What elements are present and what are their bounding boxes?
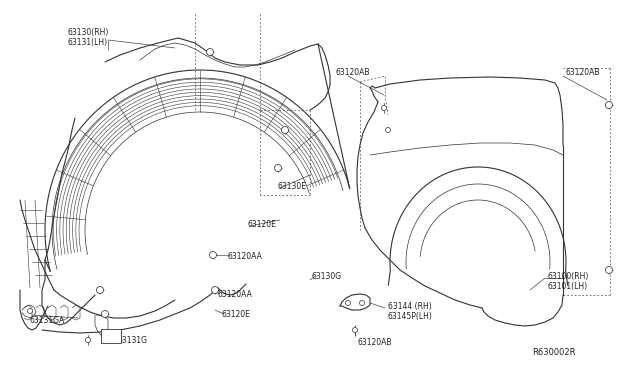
Text: 63120AA: 63120AA	[218, 290, 253, 299]
Circle shape	[207, 48, 214, 55]
FancyBboxPatch shape	[101, 329, 121, 343]
Text: 63131GA: 63131GA	[30, 316, 65, 325]
Circle shape	[28, 308, 33, 314]
Circle shape	[102, 311, 109, 317]
Circle shape	[605, 266, 612, 273]
Text: 63120E: 63120E	[222, 310, 251, 319]
Circle shape	[360, 301, 365, 305]
Text: 63120E: 63120E	[248, 220, 277, 229]
Text: 63145P(LH): 63145P(LH)	[388, 312, 433, 321]
Text: R630002R: R630002R	[532, 348, 575, 357]
Circle shape	[381, 106, 387, 110]
Circle shape	[385, 128, 390, 132]
Text: 63144 (RH): 63144 (RH)	[388, 302, 432, 311]
Text: 63130(RH): 63130(RH)	[68, 28, 109, 37]
Text: 63120AB: 63120AB	[565, 68, 600, 77]
Text: 63120AB: 63120AB	[335, 68, 369, 77]
Text: 63131(LH): 63131(LH)	[68, 38, 108, 47]
Circle shape	[275, 164, 282, 171]
Circle shape	[211, 286, 218, 294]
Text: 63101(LH): 63101(LH)	[548, 282, 588, 291]
Text: 63131G: 63131G	[118, 336, 148, 345]
Circle shape	[209, 251, 216, 259]
Circle shape	[282, 126, 289, 134]
Text: 63120AB: 63120AB	[358, 338, 392, 347]
Text: 63130E: 63130E	[278, 182, 307, 191]
Text: 63120AA: 63120AA	[228, 252, 263, 261]
Circle shape	[353, 327, 358, 333]
Circle shape	[605, 102, 612, 109]
Circle shape	[97, 286, 104, 294]
Circle shape	[86, 337, 90, 343]
Circle shape	[346, 301, 351, 305]
Text: 63130G: 63130G	[312, 272, 342, 281]
Text: 63100(RH): 63100(RH)	[548, 272, 589, 281]
